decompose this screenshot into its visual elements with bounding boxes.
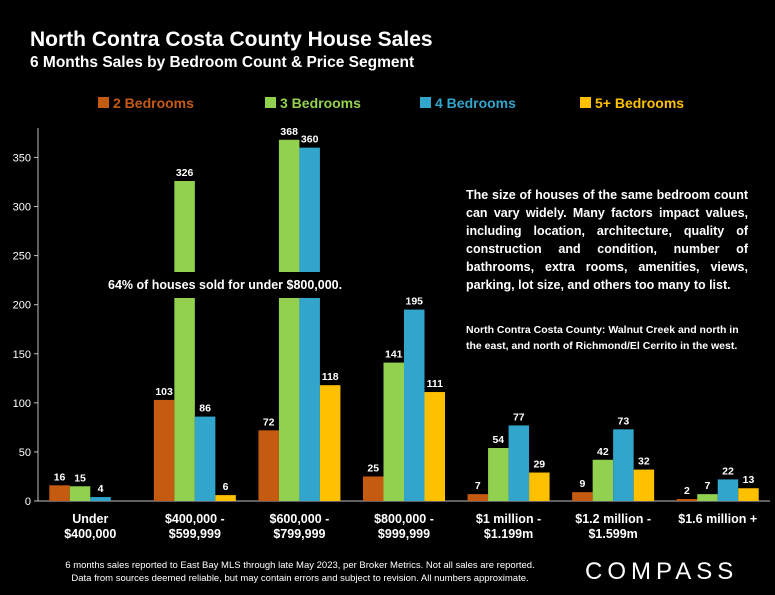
bar [69,486,91,501]
y-tick-label: 100 [13,398,31,410]
bar [529,472,550,501]
bar [738,488,759,501]
data-label: 25 [367,462,379,474]
data-label: 15 [74,472,86,484]
bar [90,497,111,501]
bar [383,362,404,501]
data-label: 4 [98,483,104,495]
data-label: 29 [533,459,545,471]
footnote-line-1: 6 months sales reported to East Bay MLS … [65,560,535,571]
bar [174,181,195,502]
data-label: 111 [427,378,444,390]
callout-backdrop [100,272,362,298]
bar [592,459,614,501]
y-tick-label: 350 [13,152,31,164]
data-label: 195 [405,296,423,308]
data-label: 9 [579,478,585,490]
data-label: 368 [280,126,298,138]
data-label: 32 [638,456,650,468]
bar [572,492,593,501]
y-tick-label: 250 [13,251,31,263]
legend-label: 5+ Bedrooms [595,95,684,111]
bar [153,399,175,501]
x-tick-label: $1.2 million - [575,512,651,526]
x-tick-label: $1.599m [588,527,637,541]
data-label: 6 [223,481,229,493]
data-label: 118 [322,371,339,383]
bar [404,309,425,501]
bar [697,494,718,501]
data-label: 22 [722,465,734,477]
callout-text: 64% of houses sold for under $800,000. [108,278,343,292]
legend-label: 2 Bedrooms [113,95,194,111]
data-label: 103 [155,386,173,398]
bar [717,479,739,501]
bar [633,469,655,501]
bar [258,430,279,501]
y-tick-label: 200 [13,300,31,312]
bar [299,147,320,501]
x-tick-label: $600,000 - [270,512,330,526]
bar [676,499,698,501]
data-label: 7 [705,480,711,492]
bar [215,495,236,501]
x-tick-label: Under [72,512,108,526]
bar [508,425,530,501]
y-tick-label: 300 [13,202,31,214]
legend-swatch [98,97,109,108]
bar [467,494,489,501]
x-tick-label: $800,000 - [374,512,434,526]
compass-logo: COMPASS [585,558,739,585]
data-label: 54 [492,434,504,446]
bar [278,139,300,502]
data-label: 360 [301,134,319,146]
legend-label: 3 Bedrooms [280,95,361,111]
data-label: 72 [263,416,275,428]
legend-swatch [265,97,276,108]
data-label: 7 [475,480,481,492]
chart-subtitle: 6 Months Sales by Bedroom Count & Price … [30,54,415,71]
bar [194,416,216,501]
data-label: 42 [597,446,609,458]
x-tick-label: $400,000 - [165,512,225,526]
chart-title: North Contra Costa County House Sales [30,28,433,51]
y-tick-label: 50 [19,447,31,459]
footnote: 6 months sales reported to East Bay MLS … [30,559,570,585]
data-label: 326 [176,167,194,179]
x-tick-label: $799,999 [273,527,325,541]
note-size-variation: The size of houses of the same bedroom c… [466,188,748,292]
data-label: 86 [199,403,211,415]
bar [613,429,634,501]
y-tick-label: 0 [25,496,31,508]
data-label: 73 [618,415,630,427]
data-label: 2 [684,485,690,497]
footnote-line-2: Data from sources deemed reliable, but m… [71,573,529,584]
x-tick-label: $400,000 [64,527,116,541]
data-label: 16 [54,471,66,483]
data-label: 141 [385,349,403,361]
bar [49,485,70,501]
bar [363,476,384,501]
data-label: 13 [743,474,755,486]
note-region-definition: North Contra Costa County: Walnut Creek … [466,324,739,352]
x-tick-label: $1 million - [476,512,541,526]
x-tick-label: $999,999 [378,527,430,541]
x-tick-label: $1.199m [484,527,533,541]
legend-label: 4 Bedrooms [435,95,516,111]
bar [319,385,341,501]
bar [488,447,509,501]
data-label: 77 [513,411,525,423]
x-tick-label: $599,999 [169,527,221,541]
bar [424,392,445,501]
x-tick-label: $1.6 million + [678,512,757,526]
legend-swatch [420,97,431,108]
y-tick-label: 150 [13,349,31,361]
legend-swatch [580,97,591,108]
